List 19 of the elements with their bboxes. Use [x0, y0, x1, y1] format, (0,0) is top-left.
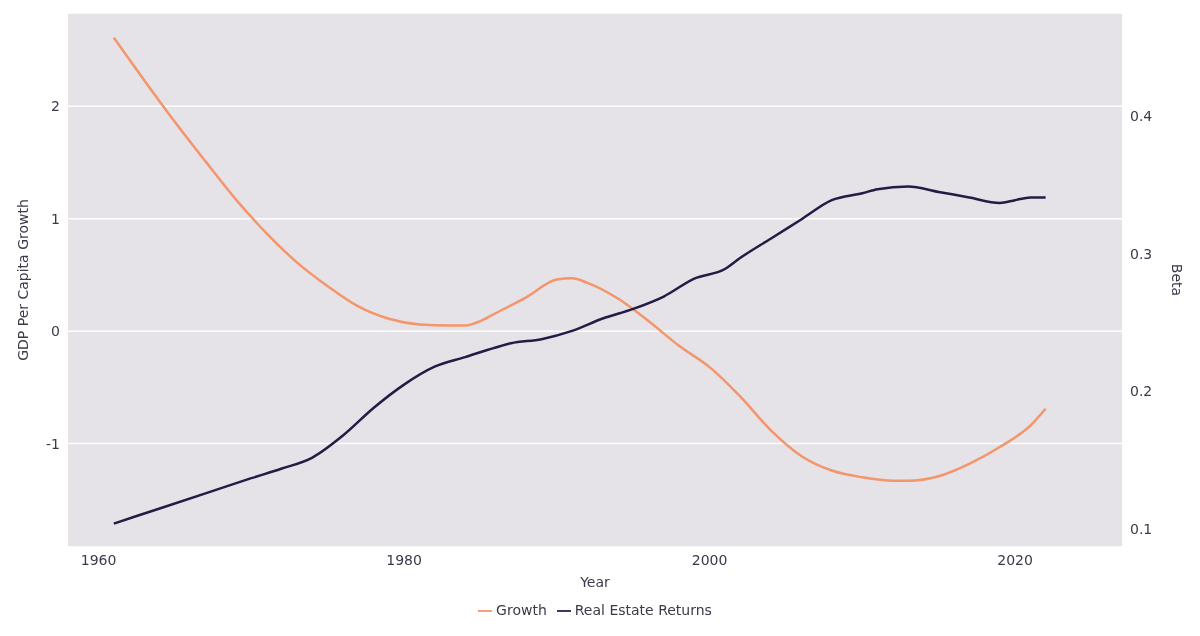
line-series [112, 185, 1047, 525]
y-axis-title: GDP Per Capita Growth [14, 199, 31, 361]
x-tick-label: 2000 [691, 551, 728, 568]
x-axis-title: Year [579, 574, 611, 590]
y2-tick-label: 0.3 [1130, 245, 1153, 262]
y2-tick-label: 0.4 [1130, 108, 1153, 125]
y2-tick-label: 0.1 [1130, 521, 1153, 538]
y2-axis-title: Beta [1169, 263, 1186, 297]
line-series [112, 36, 1047, 482]
y-tick-label: 1 [51, 210, 60, 227]
legend-label: Real Estate Returns [574, 602, 712, 618]
legend-label: Growth [496, 602, 547, 618]
y2-tick-label: 0.2 [1130, 383, 1153, 400]
x-tick-label: 1980 [386, 551, 422, 568]
x-tick-label: 1960 [80, 551, 117, 568]
y-tick-label: -1 [46, 435, 60, 452]
y-tick-label: 0 [51, 323, 60, 340]
y-tick-label: 2 [51, 98, 60, 115]
x-tick-label: 2020 [997, 551, 1033, 568]
